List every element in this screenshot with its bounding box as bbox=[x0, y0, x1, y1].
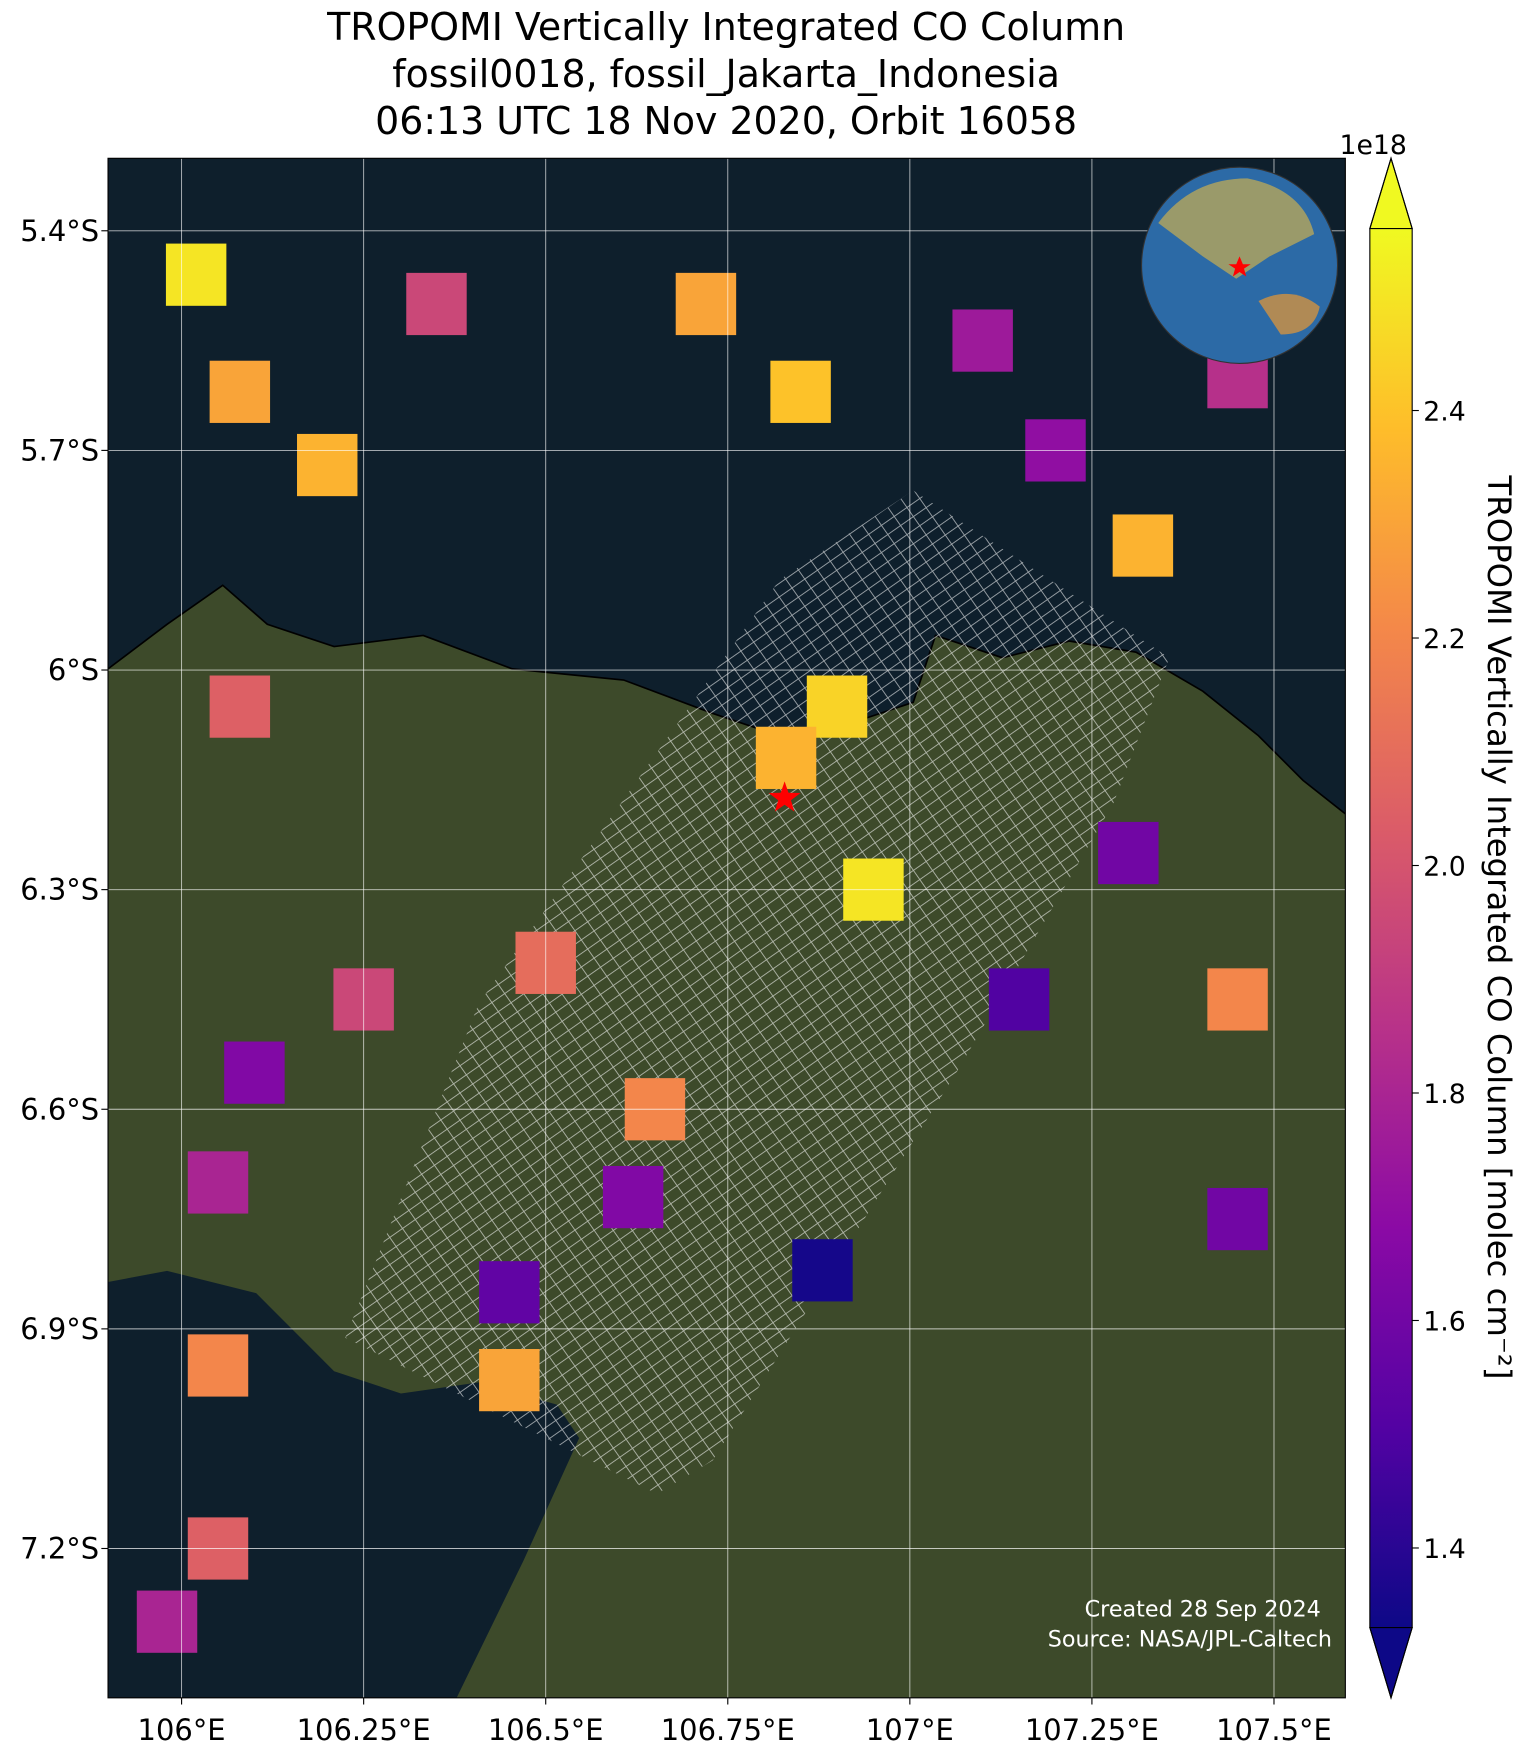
footer-created: Created 28 Sep 2024 bbox=[1085, 1596, 1321, 1622]
plot-frame bbox=[107, 157, 1346, 1699]
co-cell bbox=[952, 309, 1013, 372]
colorbar-tick-label: 2.4 bbox=[1423, 397, 1466, 428]
y-tick-label: 7.2°S bbox=[20, 1532, 99, 1566]
co-cell bbox=[1098, 821, 1159, 885]
co-cell bbox=[209, 675, 271, 738]
co-cell bbox=[187, 1334, 249, 1397]
x-tick-label: 106.75°E bbox=[661, 1713, 795, 1747]
globe-land bbox=[1158, 178, 1315, 279]
co-cell bbox=[224, 1041, 285, 1104]
colorbar-tick-label: 1.6 bbox=[1423, 1307, 1466, 1338]
y-tick-label: 6°S bbox=[48, 653, 99, 687]
basemap bbox=[108, 158, 1346, 1698]
chart-title: TROPOMI Vertically Integrated CO Column bbox=[326, 5, 1125, 49]
globe-star bbox=[1228, 256, 1251, 277]
co-cell bbox=[755, 726, 817, 789]
globe-inset bbox=[1140, 166, 1339, 364]
grid bbox=[108, 158, 1346, 1698]
site-star bbox=[768, 781, 801, 812]
colorbar-label: TROPOMI Vertically Integrated CO Column … bbox=[1480, 475, 1518, 1380]
co-cell bbox=[1207, 968, 1268, 1031]
x-tick-label: 107.5°E bbox=[1216, 1713, 1332, 1747]
colorbar-exponent: 1e18 bbox=[1339, 130, 1406, 161]
footprint-outlines bbox=[345, 490, 1170, 1494]
x-tick-label: 106.25°E bbox=[297, 1713, 431, 1747]
y-tick-label: 6.3°S bbox=[20, 873, 99, 907]
colorbar-body bbox=[1369, 228, 1413, 1628]
x-tick-label: 107.25°E bbox=[1025, 1713, 1159, 1747]
colorbar-tick-label: 1.4 bbox=[1423, 1534, 1466, 1565]
colorbar-tick-label: 1.8 bbox=[1423, 1079, 1466, 1110]
colorbar-frame bbox=[1369, 156, 1413, 1700]
y-tick-label: 6.9°S bbox=[20, 1312, 99, 1346]
chart-title: fossil0018, fossil_Jakarta_Indonesia bbox=[392, 52, 1060, 96]
co-cell bbox=[479, 1261, 540, 1324]
colorbar-extend-max bbox=[1369, 156, 1413, 230]
chart-title: 06:13 UTC 18 Nov 2020, Orbit 16058 bbox=[375, 99, 1077, 143]
titles: TROPOMI Vertically Integrated CO Columnf… bbox=[326, 5, 1125, 143]
co-cell bbox=[792, 1239, 853, 1302]
co-cell bbox=[1112, 514, 1174, 577]
y-tick-label: 6.6°S bbox=[20, 1092, 99, 1126]
footer-source: Source: NASA/JPL-Caltech bbox=[1048, 1627, 1332, 1653]
co-cell bbox=[406, 272, 467, 336]
co-cell bbox=[806, 675, 868, 738]
co-cell bbox=[675, 272, 737, 336]
co-cell bbox=[602, 1165, 664, 1229]
co-cell bbox=[1207, 1187, 1268, 1251]
colorbar-tick-label: 2.2 bbox=[1423, 624, 1466, 655]
co-cell bbox=[479, 1349, 540, 1412]
x-tick-label: 107°E bbox=[866, 1713, 954, 1747]
co-cell bbox=[187, 1151, 249, 1214]
co-cell bbox=[209, 360, 271, 423]
x-tick-label: 106.5°E bbox=[488, 1713, 604, 1747]
colorbar-tick-label: 2.0 bbox=[1423, 852, 1466, 883]
y-tick-label: 5.4°S bbox=[20, 214, 99, 248]
x-tick-label: 106°E bbox=[138, 1713, 226, 1747]
co-cell bbox=[136, 1590, 198, 1653]
colorbar: 1.4 1.6 1.8 2.0 2.2 2.4 1e18 TROPOMI Vertically… bbox=[1339, 130, 1518, 1700]
colorbar-extend-min bbox=[1369, 1627, 1413, 1700]
co-cell bbox=[770, 360, 831, 423]
co-cell bbox=[988, 968, 1050, 1031]
y-tick-label: 5.7°S bbox=[20, 433, 99, 467]
co-cell bbox=[297, 433, 358, 497]
co-cell bbox=[165, 243, 227, 306]
globe-land bbox=[1258, 293, 1320, 335]
